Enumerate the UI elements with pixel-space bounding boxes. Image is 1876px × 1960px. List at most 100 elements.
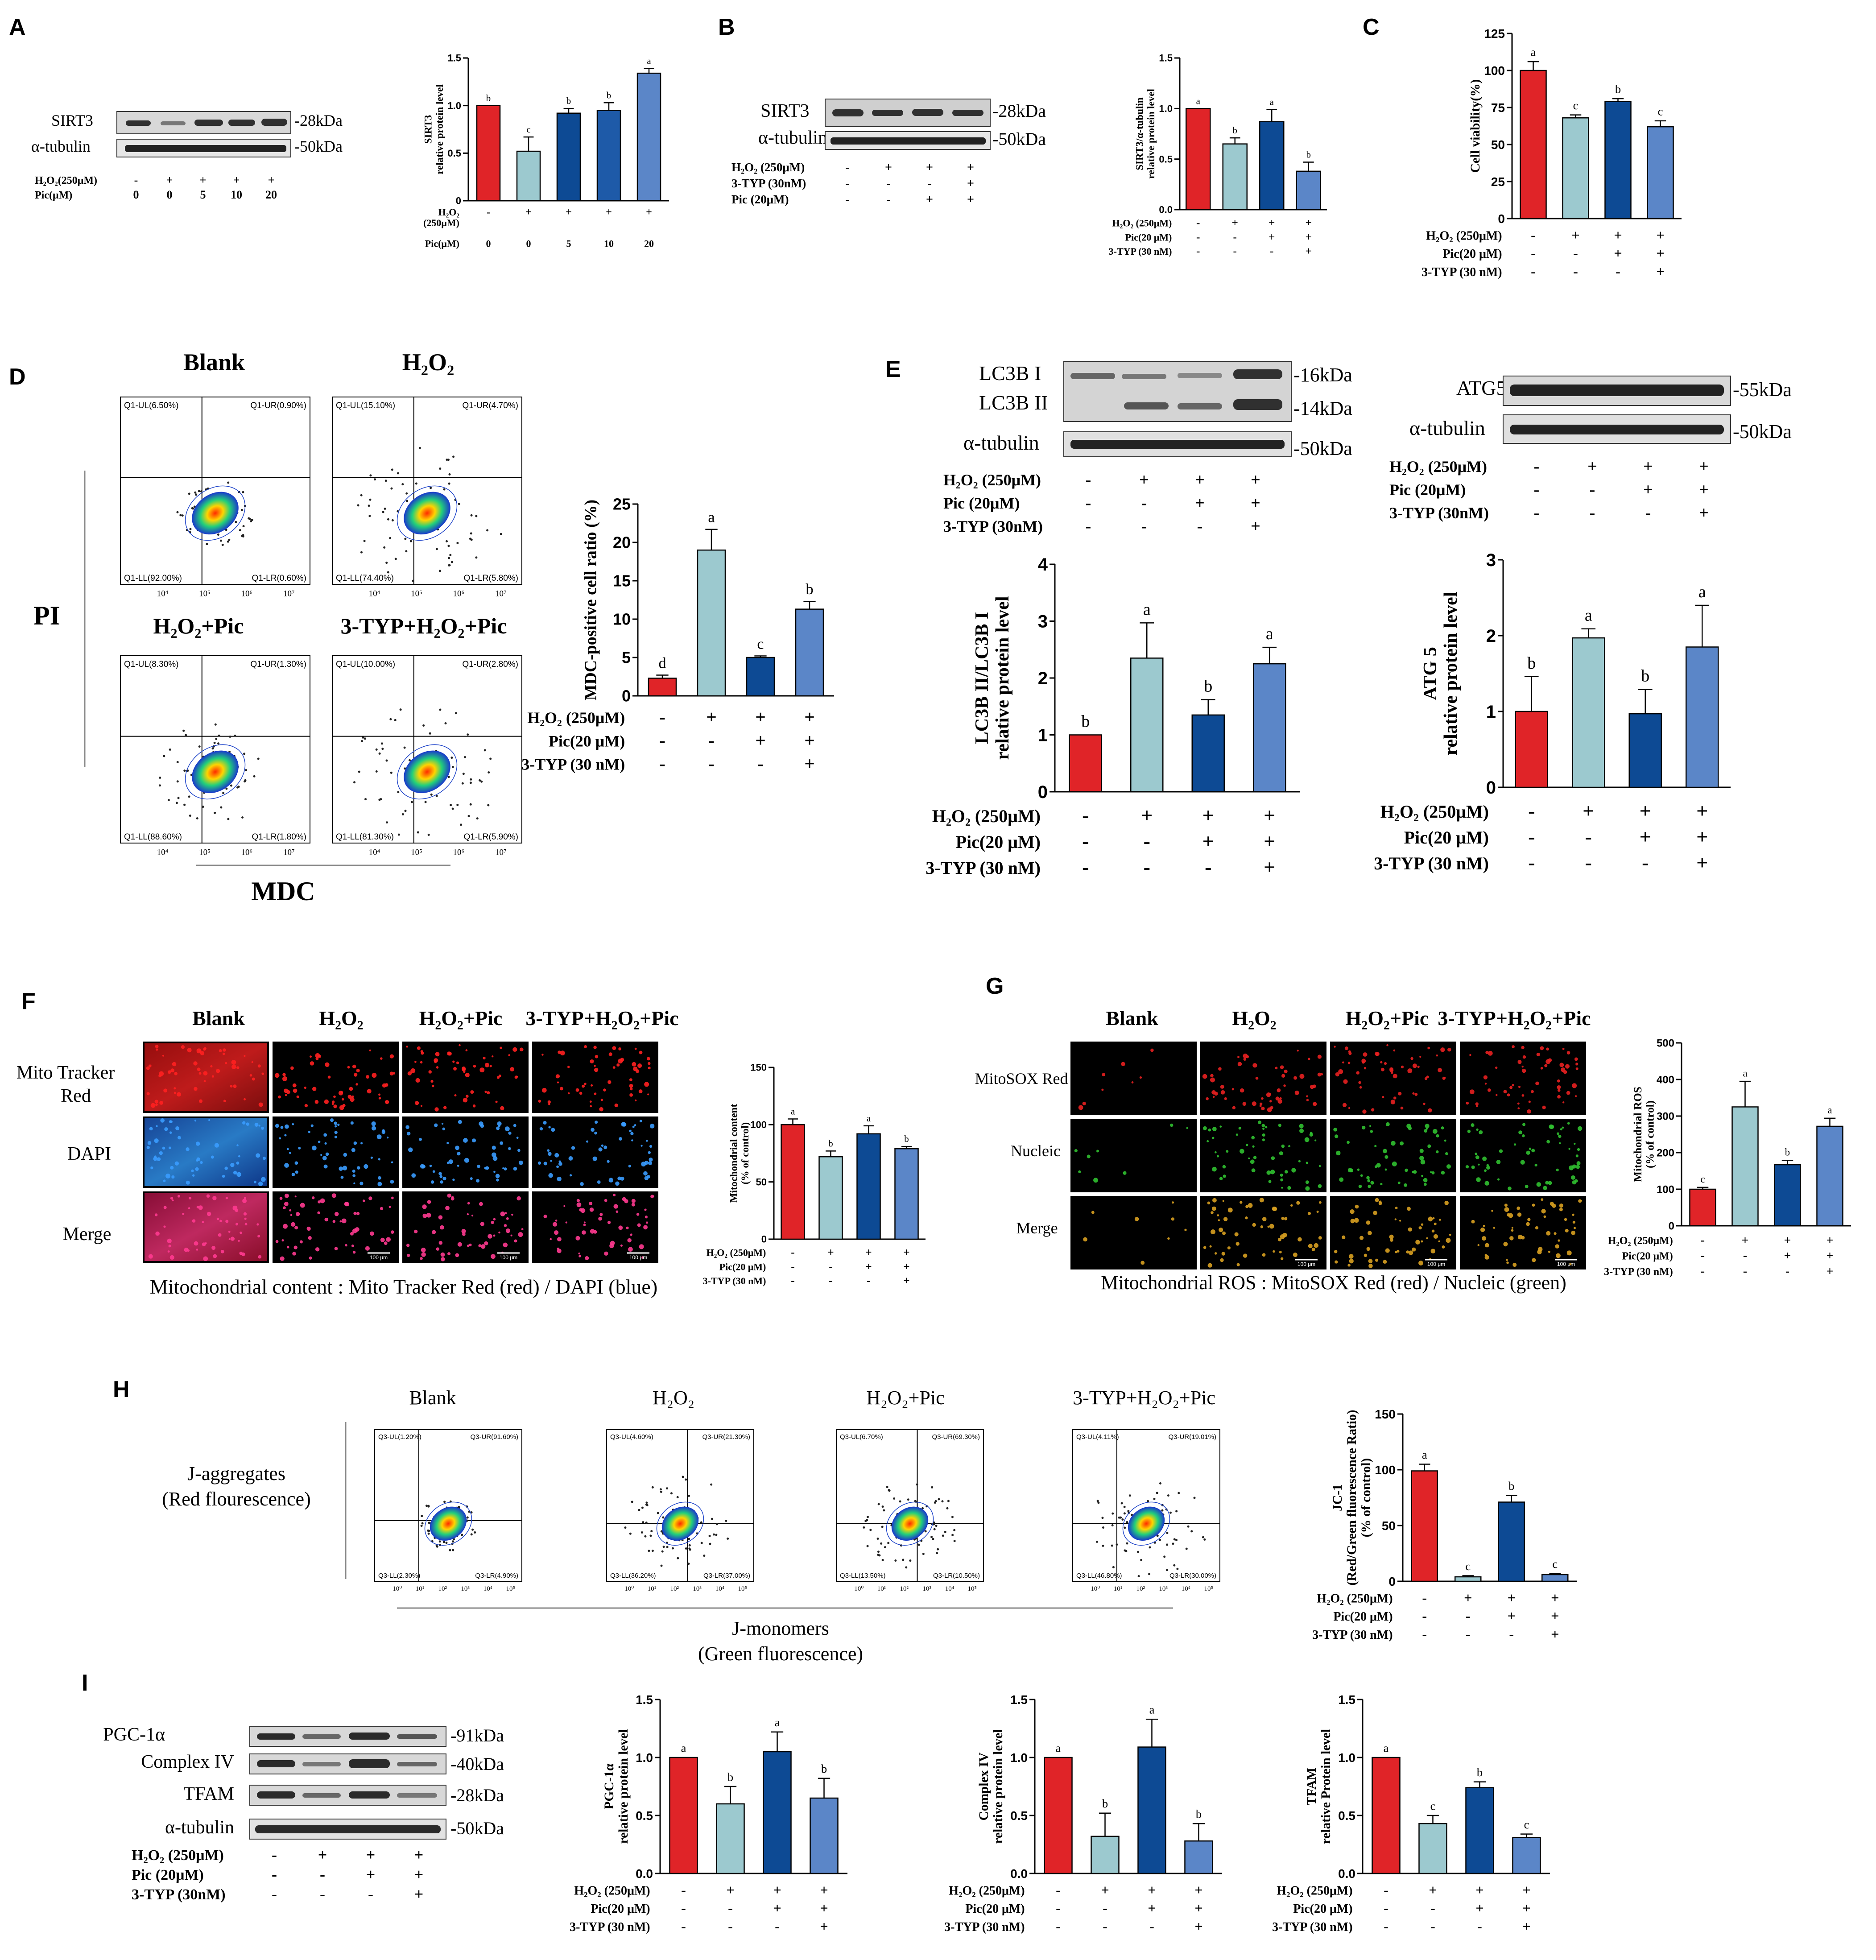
y-tick-label: 0.5 [636, 1809, 653, 1823]
cell-dot [1428, 1108, 1432, 1112]
cell-dot [1557, 1132, 1559, 1135]
treat-sign: + [1784, 1233, 1791, 1247]
significance-letter: b [1785, 1146, 1790, 1158]
cell-dot [235, 1223, 238, 1226]
cell-dot [1350, 1219, 1355, 1224]
event-dot [429, 732, 431, 735]
treat-sign: - [1531, 245, 1536, 261]
treat-value: 5 [200, 188, 206, 201]
treat-sign: + [755, 707, 766, 727]
cell-dot [1218, 1067, 1222, 1071]
treat-sign: + [1306, 245, 1312, 257]
micrograph-tile: 100 μm [532, 1191, 658, 1263]
significance-letter: c [1552, 1557, 1558, 1571]
cell-dot [1478, 1163, 1480, 1166]
y-tick-label: 100 [1484, 64, 1505, 78]
y-tick-label: 3 [1486, 550, 1496, 570]
event-dot [1120, 1502, 1123, 1505]
cell-dot [1167, 1237, 1170, 1240]
event-dot [1112, 1566, 1115, 1568]
treat-sign: + [804, 753, 815, 774]
cell-dot [1484, 1181, 1489, 1186]
panel-g-images: Blank H₂O₂ H₂O₂+Pic 3-TYP+H₂O₂+Pic MitoS… [975, 1007, 1591, 1294]
cell-dot [1421, 1223, 1424, 1226]
cell-dot [594, 1065, 596, 1067]
treatment-label: H₂O₂ (250μM) [527, 709, 625, 727]
cell-dot [223, 1048, 226, 1052]
cell-dot [1559, 1063, 1564, 1067]
event-dot [183, 803, 186, 806]
cell-dot [1366, 1176, 1370, 1180]
bar [1253, 663, 1286, 793]
y-axis-title: relative protein level [992, 596, 1013, 760]
treat-sign: - [1743, 1249, 1747, 1262]
event-dot [881, 1526, 884, 1528]
cell-dot [1299, 1124, 1304, 1129]
cell-dot [578, 1252, 580, 1255]
treatment-label: H₂O₂ (250μM) [1112, 217, 1172, 228]
cell-dot [612, 1066, 616, 1069]
cell-dot [163, 1088, 168, 1093]
cell-dot [1496, 1160, 1501, 1164]
event-dot [384, 480, 387, 482]
cell-dot [1390, 1100, 1396, 1104]
column-title: Blank [1106, 1007, 1158, 1030]
treat-sign: + [1251, 494, 1260, 513]
cell-dot [360, 1142, 363, 1145]
treat-sign: + [1139, 471, 1149, 489]
cell-dot [589, 1207, 594, 1212]
cell-dot [353, 1212, 357, 1215]
event-dot [245, 769, 248, 772]
cell-dot [1357, 1168, 1360, 1171]
treat-sign: - [845, 177, 849, 190]
cell-dot [1262, 1217, 1267, 1221]
flow-plot: Q3-UL(6.70%) Q3-UR(69.30%)Q3-LL(13.50%) Q3… [836, 1429, 984, 1592]
treat-sign: + [1522, 1918, 1530, 1934]
cell-dot [1504, 1207, 1509, 1212]
cell-dot [1517, 1102, 1520, 1105]
cell-dot [547, 1100, 551, 1104]
cell-dot [504, 1212, 507, 1215]
cell-dot [506, 1217, 509, 1220]
cell-dot [558, 1160, 562, 1163]
cell-dot [1562, 1048, 1565, 1050]
treatment-label: 3-TYP (30 nM) [521, 756, 625, 773]
cell-dot [290, 1214, 293, 1216]
cell-dot [1284, 1217, 1288, 1220]
cell-dot [442, 1127, 446, 1131]
cell-dot [1529, 1147, 1532, 1150]
cell-dot [648, 1151, 651, 1154]
cell-dot [230, 1085, 233, 1088]
treat-sign: - [1086, 517, 1091, 536]
treatment-label: 3-TYP (30 nM) [703, 1275, 766, 1286]
cell-dot [1578, 1199, 1582, 1203]
event-dot [715, 1534, 718, 1536]
cell-dot [560, 1050, 565, 1056]
cell-dot [614, 1103, 618, 1108]
column-title: H₂O₂+Pic [1346, 1007, 1429, 1030]
cell-dot [1504, 1203, 1508, 1207]
cell-dot [1311, 1247, 1315, 1251]
cell-dot [149, 1064, 152, 1067]
quadrant-label: Q3-LL(46.80%) [1076, 1572, 1122, 1580]
cell-dot [155, 1045, 159, 1048]
cell-dot [510, 1234, 512, 1236]
cell-dot [186, 1180, 190, 1185]
cell-dot [618, 1225, 623, 1230]
cell-dot [214, 1143, 219, 1148]
cell-dot [1246, 1055, 1249, 1059]
quadrant-label: Q1-UR(1.30%) [250, 660, 306, 669]
event-dot [389, 718, 392, 720]
event-dot [936, 1552, 938, 1555]
treat-sign: - [728, 1900, 733, 1916]
cell-dot [371, 1121, 376, 1126]
cell-dot [1431, 1229, 1435, 1233]
panel-label-D: D [9, 364, 26, 390]
cell-dot [637, 1223, 641, 1227]
density-contour [891, 1506, 929, 1541]
micrograph-tile [532, 1042, 658, 1113]
cell-dot [256, 1153, 260, 1158]
treatment-label: Pic(20 μM) [591, 1902, 650, 1916]
